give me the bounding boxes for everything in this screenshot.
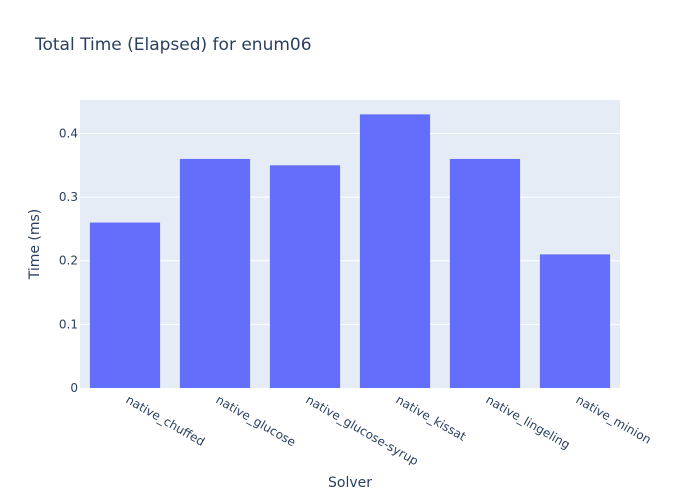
- chart-title: Total Time (Elapsed) for enum06: [34, 35, 312, 55]
- bars: [89, 114, 611, 388]
- y-axis-ticks: 0 0.1 0.2 0.3 0.4: [59, 126, 78, 395]
- x-tick-label: native_minion: [574, 392, 654, 446]
- y-axis-title: Time (ms): [27, 209, 43, 281]
- x-tick-label: native_kissat: [394, 392, 469, 443]
- x-axis-ticks: native_chuffed native_glucose native_gluco…: [124, 392, 654, 468]
- plot-area: [80, 100, 620, 388]
- bar-native_glucose: [179, 158, 251, 388]
- bar-native_minion: [539, 254, 611, 388]
- y-tick-label: 0.3: [59, 190, 78, 204]
- x-tick-label: native_glucose: [214, 392, 299, 449]
- bar-native_glucose-syrup: [269, 165, 341, 388]
- x-axis-title: Solver: [328, 475, 372, 491]
- x-tick-label: native_lingeling: [484, 392, 573, 451]
- y-tick-label: 0: [70, 381, 78, 395]
- y-tick-label: 0.1: [59, 317, 78, 331]
- y-tick-label: 0.2: [59, 254, 78, 268]
- bar-native_chuffed: [89, 222, 161, 388]
- x-tick-label: native_chuffed: [124, 392, 208, 448]
- gridlines: [80, 132, 620, 325]
- y-tick-label: 0.4: [59, 126, 78, 140]
- bar-native_kissat: [359, 114, 431, 388]
- bar-native_lingeling: [449, 158, 521, 388]
